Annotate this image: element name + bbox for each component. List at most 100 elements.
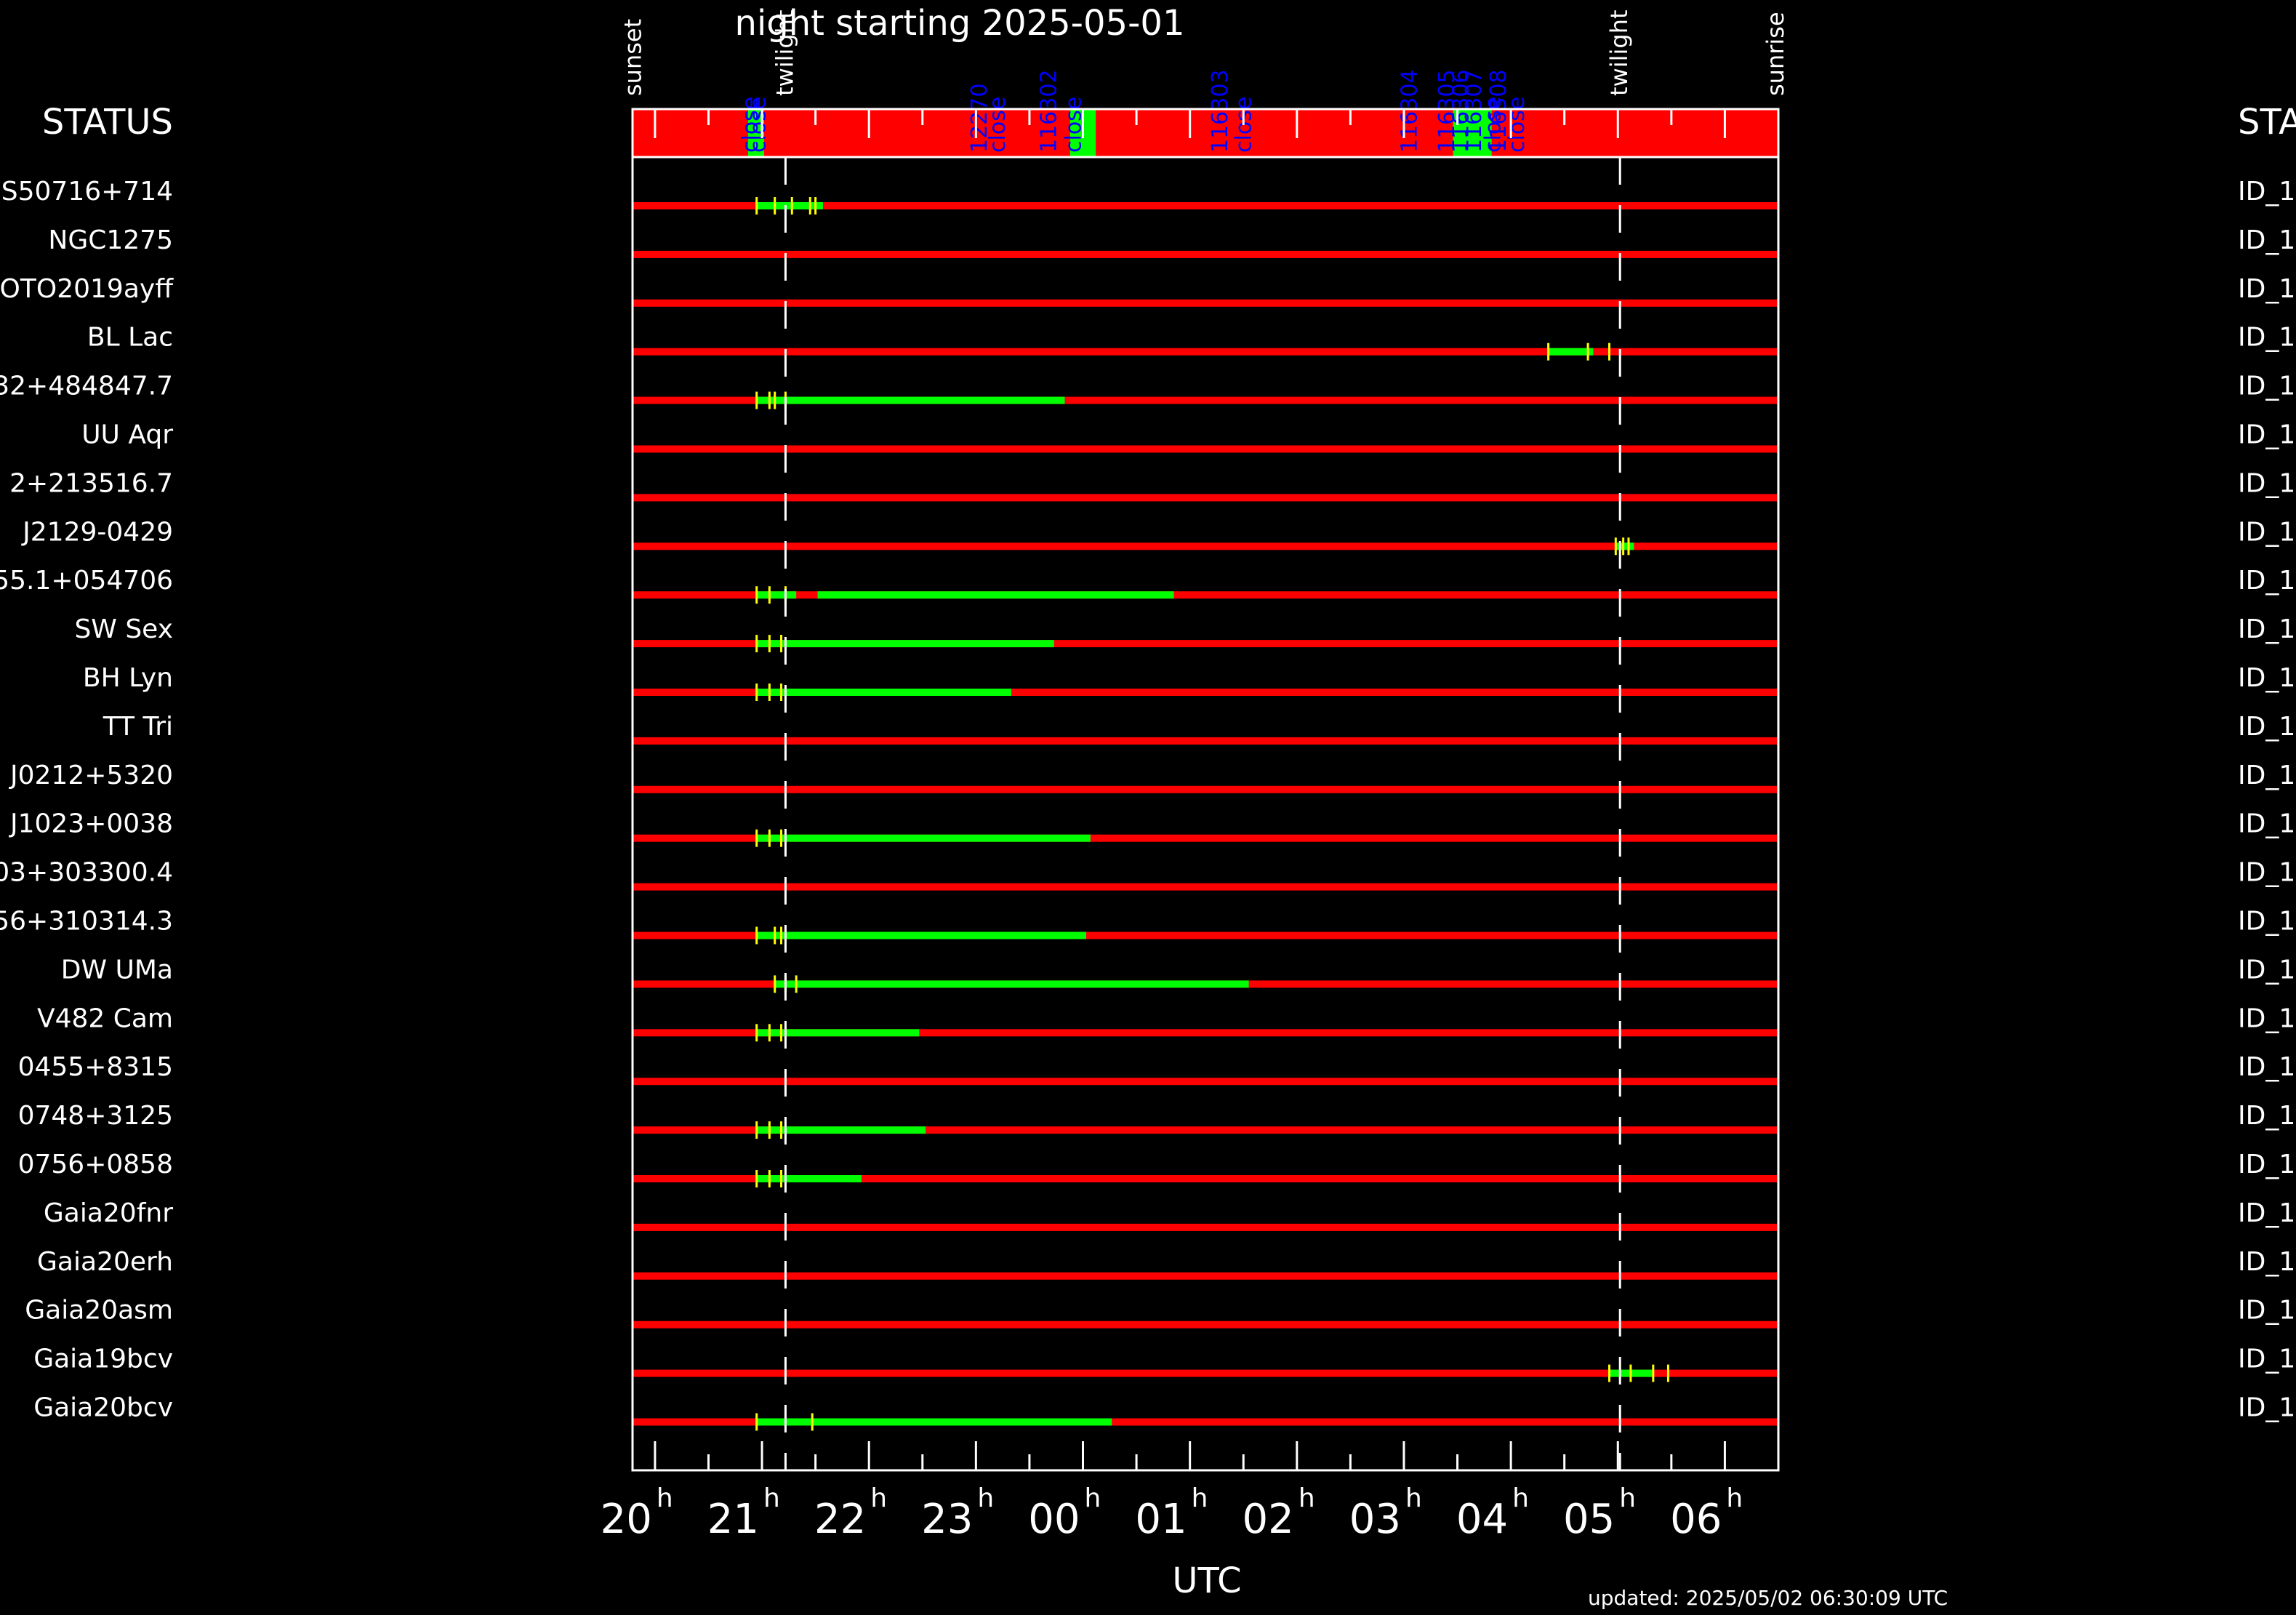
tick-label: 05	[1563, 1496, 1615, 1543]
target-name: BH Lyn	[83, 663, 173, 693]
target-id: ID_1	[2238, 1003, 2295, 1033]
exposure-mark	[780, 684, 783, 701]
exposure-mark	[755, 197, 758, 215]
dome-label: close	[745, 97, 771, 153]
exposure-mark	[780, 1170, 783, 1187]
observed-segment	[774, 980, 1249, 988]
target-name: Gaia20erh	[37, 1247, 173, 1277]
tick-label-suffix: h	[870, 1483, 887, 1513]
tick-label: 03	[1349, 1496, 1401, 1543]
exposure-mark	[774, 926, 776, 945]
tick-label-suffix: h	[1405, 1483, 1422, 1513]
exposure-mark	[774, 197, 776, 215]
row-bar	[633, 299, 1778, 307]
status-header: STATUS	[41, 102, 173, 143]
target-name: 56+310314.3	[0, 907, 173, 937]
target-id: ID_1	[2238, 468, 2295, 498]
exposure-mark	[795, 975, 798, 993]
exposure-mark	[768, 1170, 771, 1187]
row-bar	[633, 494, 1778, 502]
event-label: sunrise	[1762, 12, 1789, 96]
exposure-mark	[755, 829, 758, 847]
tick-label-suffix: h	[1192, 1483, 1208, 1513]
row-bar	[633, 883, 1778, 891]
row-bar	[633, 348, 1778, 356]
observed-segment	[756, 202, 823, 209]
target-id: ID_1	[2238, 372, 2295, 401]
event-label: sunset	[619, 19, 646, 96]
target-name: DW UMa	[61, 955, 173, 985]
target-id: ID_1	[2238, 1101, 2295, 1131]
target-id: ID_1	[2238, 1247, 2295, 1277]
observed-segment	[1615, 542, 1634, 550]
target-id: ID_1	[2238, 809, 2295, 839]
tick-label: 00	[1028, 1496, 1080, 1543]
row-bar	[633, 1418, 1778, 1426]
row-bar	[633, 1029, 1778, 1037]
exposure-mark	[780, 829, 783, 847]
exposure-mark	[780, 1121, 783, 1139]
exposure-mark	[780, 926, 783, 945]
exposure-mark	[1547, 342, 1550, 361]
target-id: ID_1	[2238, 1150, 2295, 1179]
observed-segment	[756, 1418, 1112, 1426]
target-name: 0756+0858	[18, 1150, 173, 1179]
dome-open-band	[747, 109, 764, 157]
dome-label: close	[985, 97, 1011, 153]
exposure-mark	[755, 586, 758, 604]
observed-segment	[756, 834, 1091, 842]
target-id: ID_1	[2238, 1052, 2295, 1082]
target-name: 0455+8315	[18, 1052, 173, 1082]
dome-open-band	[1453, 109, 1492, 157]
target-id: ID_1	[2238, 420, 2295, 450]
exposure-mark	[1666, 1364, 1669, 1382]
exposure-mark	[1627, 537, 1630, 556]
event-label: twilight	[771, 9, 798, 96]
target-id: ID_1	[2238, 323, 2295, 353]
exposure-mark	[755, 1413, 758, 1431]
exposure-mark	[780, 1024, 783, 1042]
observed-segment	[817, 591, 1174, 599]
target-id: ID_1	[2238, 761, 2295, 790]
exposure-mark	[768, 829, 771, 847]
target-name: 55.1+054706	[0, 566, 173, 596]
target-id: ID_1	[2238, 1345, 2295, 1374]
tick-label-suffix: h	[1619, 1483, 1636, 1513]
row-bar	[633, 1175, 1778, 1182]
dome-label: 12270	[967, 84, 992, 153]
observed-segment	[756, 1029, 920, 1037]
target-name: J0212+5320	[9, 761, 173, 790]
exposure-mark	[1607, 1364, 1610, 1382]
target-id: ID_1	[2238, 1296, 2295, 1326]
status-header-right: STAT	[2238, 102, 2296, 143]
exposure-mark	[811, 1413, 814, 1431]
dome-label: close	[1504, 97, 1530, 153]
target-id: ID_1	[2238, 1198, 2295, 1228]
target-name: S50716+714	[1, 177, 173, 207]
dome-label: 116302	[1037, 69, 1062, 153]
exposure-mark	[755, 391, 758, 409]
tick-label-suffix: h	[1726, 1483, 1743, 1513]
target-name: 0748+3125	[18, 1101, 173, 1131]
target-names: S50716+714 ID_1 NGC1275 ID_1 OTO2019ayff ID_1…	[0, 177, 2295, 1423]
observed-segment	[756, 689, 1011, 696]
exposure-mark	[755, 635, 758, 653]
row-bar	[633, 1126, 1778, 1134]
observed-segment	[756, 640, 1054, 648]
target-name: 2+213516.7	[9, 468, 173, 498]
tick-label-suffix: h	[977, 1483, 994, 1513]
tick-label: 02	[1243, 1496, 1294, 1543]
target-id: ID_1	[2238, 712, 2295, 742]
tick-label: 21	[707, 1496, 759, 1543]
exposure-mark	[755, 1170, 758, 1187]
exposure-mark	[814, 197, 817, 215]
target-name: 32+484847.7	[0, 372, 173, 401]
x-axis-ticks: 20 h 21 h 22 h 23 h 00 h 01 h 02 h 03 h 04 h 05 h 06 h	[601, 109, 1780, 1543]
row-bar	[633, 689, 1778, 696]
tick-label: 01	[1135, 1496, 1187, 1543]
updated-timestamp: updated: 2025/05/02 06:30:09 UTC	[1588, 1586, 1948, 1610]
dome-label: 116305	[1434, 69, 1460, 153]
target-id: ID_1	[2238, 955, 2295, 985]
target-name: J2129-0429	[21, 517, 173, 547]
row-bar	[633, 834, 1778, 842]
